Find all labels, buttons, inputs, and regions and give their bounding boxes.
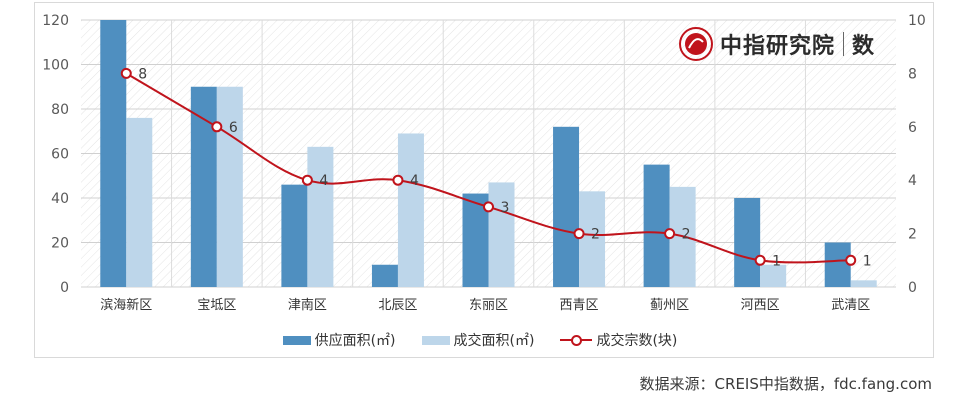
deal-count-point: [301, 174, 313, 186]
y-right-tick-label: 8: [908, 66, 917, 82]
legend-item-deal-count: 成交宗数(块): [560, 330, 677, 350]
deal-count-point: [754, 254, 766, 266]
legend-item-supply: 供应面积(㎡): [282, 330, 396, 350]
y-left-tick-label: 120: [42, 13, 69, 29]
bar-deal-area: [488, 182, 515, 287]
deal-count-point: [392, 174, 404, 186]
y-left-tick-label: 60: [51, 147, 69, 163]
bar-deal-area: [307, 146, 334, 287]
legend-swatch-supply: [282, 335, 311, 345]
bar-deal-area: [850, 280, 877, 287]
y-left-tick-label: 80: [51, 102, 69, 118]
deal-count-point: [845, 254, 857, 266]
deal-count-point: [211, 121, 223, 133]
deal-count-data-label: 1: [863, 253, 872, 269]
deal-count-line: 8 6 4 4 3 2 2 1 1: [120, 66, 872, 269]
combo-chart: 8 6 4 4 3 2 2 1 1 0 20 40 60 80 100 120 0 2 4 6 8 10 滨海新区 宝坻区 津…: [42, 13, 926, 313]
y-left-tick-label: 20: [51, 236, 69, 252]
legend-label-supply: 供应面积(㎡): [314, 333, 396, 349]
bar-deal-area: [397, 133, 424, 287]
bar-deal-area: [216, 86, 243, 287]
y-right-tick-label: 4: [908, 173, 917, 189]
deal-count-point: [573, 228, 585, 240]
axes: 0 20 40 60 80 100 120 0 2 4 6 8 10 滨海新区 宝坻区 津南区 北辰区 东丽区 西青…: [42, 13, 926, 313]
deal-count-data-label: 4: [410, 173, 419, 189]
bar-supply: [100, 20, 127, 287]
x-category-label: 武清区: [831, 298, 870, 313]
watermark-suffix: 数: [852, 34, 875, 59]
deal-count-data-label: 2: [682, 227, 691, 243]
deal-count-data-label: 1: [772, 253, 781, 269]
y-left-tick-label: 40: [51, 191, 69, 207]
source-note: 数据来源：CREIS中指数据，fdc.fang.com: [639, 375, 932, 393]
x-category-label: 蓟州区: [650, 298, 689, 313]
legend-swatch-deal-area: [421, 335, 450, 345]
y-left-tick-label: 100: [42, 58, 69, 74]
bar-deal-area: [760, 264, 787, 287]
x-category-label: 宝坻区: [197, 297, 236, 313]
x-category-label: 河西区: [741, 298, 780, 313]
deal-count-point: [664, 228, 676, 240]
bar-supply: [734, 198, 761, 287]
deal-count-data-label: 3: [501, 200, 510, 216]
bar-supply: [371, 264, 398, 287]
x-category-label: 东丽区: [469, 298, 508, 313]
legend: 供应面积(㎡) 成交面积(㎡) 成交宗数(块): [0, 330, 960, 350]
y-left-tick-label: 0: [60, 280, 69, 296]
x-category-label: 西青区: [560, 298, 599, 313]
y-right-tick-label: 6: [908, 120, 917, 136]
legend-label-deal-area: 成交面积(㎡): [453, 333, 535, 349]
watermark: 中指研究院 数: [678, 24, 874, 64]
deal-count-point: [483, 201, 494, 213]
deal-count-data-label: 8: [138, 66, 147, 82]
bar-deal-area: [579, 191, 606, 287]
legend-label-deal-count: 成交宗数(块): [596, 333, 678, 349]
bar-supply: [824, 242, 851, 287]
x-category-label: 津南区: [288, 297, 327, 313]
deal-count-point: [120, 67, 132, 79]
deal-count-data-label: 2: [591, 227, 600, 243]
deal-count-data-label: 6: [229, 120, 238, 136]
y-right-tick-label: 2: [908, 227, 917, 243]
bars: [100, 20, 877, 288]
brand-logo-icon: [679, 27, 713, 61]
watermark-brand: 中指研究院: [720, 34, 836, 59]
bar-supply: [643, 164, 670, 287]
bar-supply: [553, 126, 580, 287]
legend-swatch-deal-count: [560, 334, 593, 346]
bar-supply: [281, 184, 308, 287]
bar-supply: [190, 86, 217, 287]
legend-item-deal-area: 成交面积(㎡): [421, 330, 535, 350]
watermark-separator: [843, 32, 845, 56]
bar-deal-area: [126, 117, 153, 288]
y-right-tick-label: 0: [908, 280, 917, 296]
deal-count-data-label: 4: [319, 173, 328, 189]
y-right-tick-label: 10: [908, 13, 926, 29]
x-category-label: 滨海新区: [100, 297, 152, 313]
x-category-label: 北辰区: [378, 298, 417, 313]
